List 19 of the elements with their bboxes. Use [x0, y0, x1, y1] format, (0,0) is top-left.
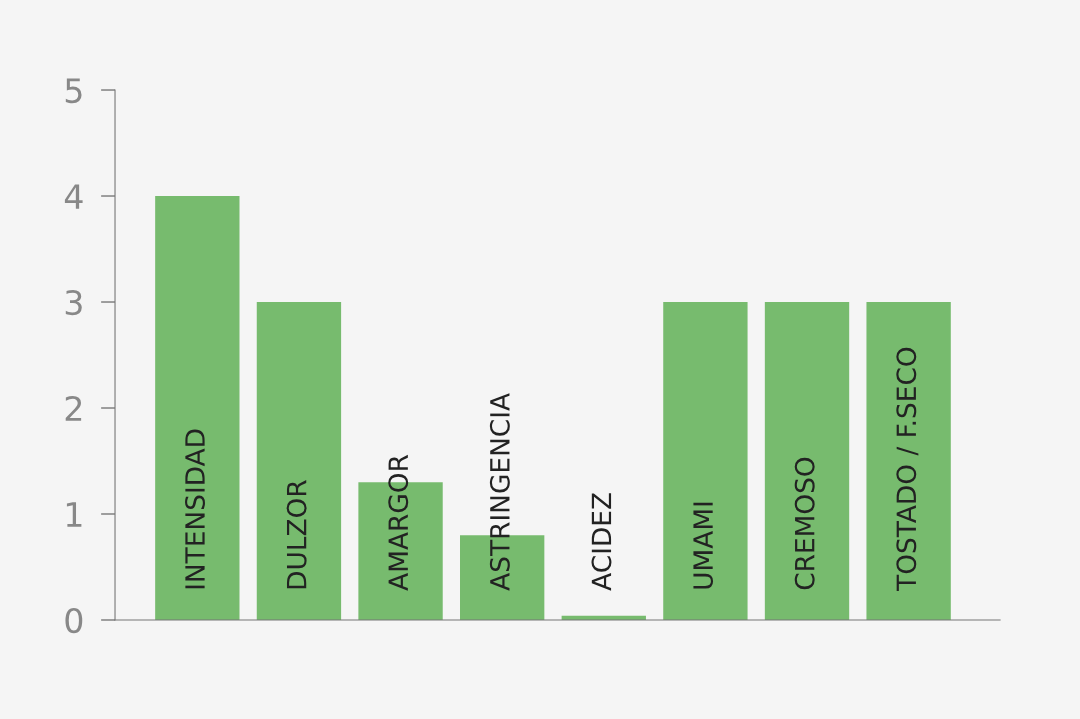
- x-tick-label: DULZOR: [286, 480, 307, 589]
- x-tick-label: UMAMI: [693, 502, 714, 589]
- y-tick-label: 1: [66, 502, 82, 527]
- y-tick-label: 2: [65, 395, 82, 421]
- y-tick-label: 5: [65, 78, 82, 104]
- y-tick-label: 0: [65, 607, 83, 634]
- x-tick-label: ACIDEZ: [591, 493, 612, 591]
- bar: [866, 302, 951, 620]
- y-tick-label: 4: [64, 184, 83, 209]
- bar: [663, 302, 748, 620]
- x-tick-label: TOSTADO / F.SECO: [896, 347, 919, 591]
- y-tick-label: 3: [65, 289, 82, 316]
- bar: [764, 302, 850, 620]
- x-tick-label: AMARGOR: [388, 454, 409, 591]
- bar: [155, 196, 240, 620]
- x-tick-label: ASTRINGENCIA: [489, 393, 510, 591]
- bar: [256, 302, 342, 620]
- x-tick-label: INTENSIDAD: [185, 429, 205, 589]
- x-tick-label: CREMOSO: [794, 457, 815, 590]
